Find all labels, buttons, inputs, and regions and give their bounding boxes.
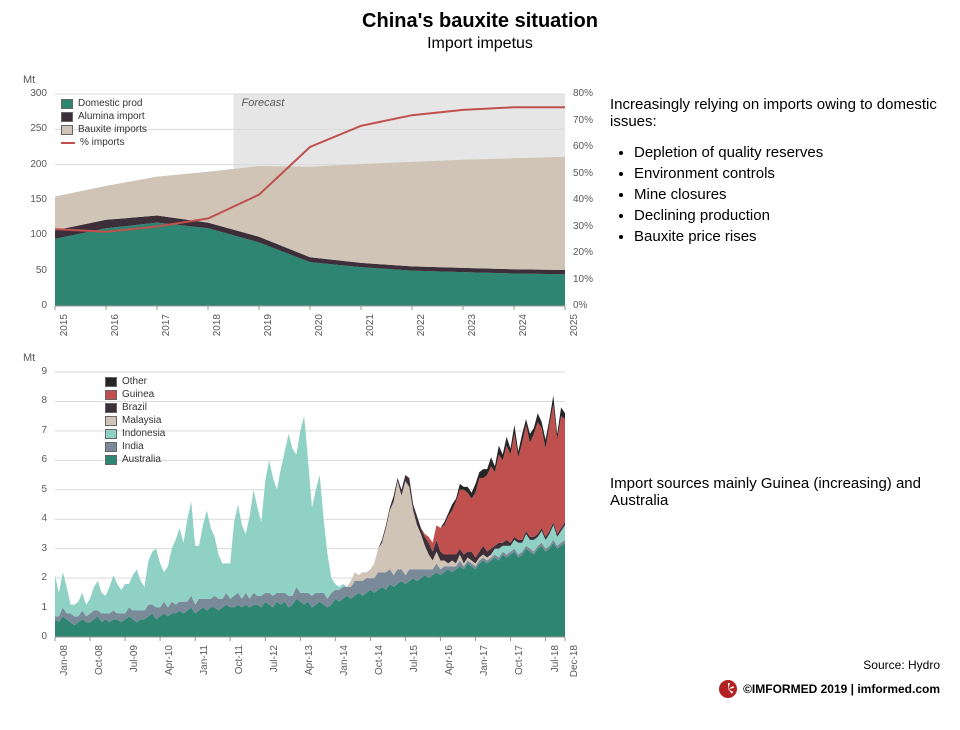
legend-item: % imports	[61, 137, 147, 148]
chart1-y2tick: 60%	[573, 141, 593, 152]
chart1-ytick: 100	[17, 229, 47, 240]
chart1-xtick: 2025	[569, 314, 580, 346]
chart1-xtick: 2015	[59, 314, 70, 346]
legend-item: Brazil	[105, 402, 165, 413]
rhs-intro: Increasingly relying on imports owing to…	[610, 96, 940, 130]
rhs-bullet: Mine closures	[634, 186, 940, 203]
rhs-bullet: Depletion of quality reserves	[634, 144, 940, 161]
chart2-ytick: 1	[19, 602, 47, 613]
chart2-xtick: Jul-18	[550, 645, 561, 683]
legend-item: Bauxite imports	[61, 124, 147, 135]
chart2-xtick: Oct-17	[514, 645, 525, 683]
legend-item: Alumina import	[61, 111, 147, 122]
chart2-xtick: Oct-08	[94, 645, 105, 683]
chart2-ytick: 0	[19, 631, 47, 642]
page-title: China's bauxite situation	[0, 10, 960, 33]
rhs-bullet: Declining production	[634, 207, 940, 224]
chart2-xtick: Oct-14	[374, 645, 385, 683]
chart2-y-label: Mt	[23, 352, 35, 364]
chart2-xtick: Dec-18	[569, 645, 580, 683]
chart2-xtick: Apr-16	[444, 645, 455, 683]
chart1-ytick: 150	[17, 194, 47, 205]
footer: ©IMFORMED 2019 | imformed.com	[719, 680, 940, 698]
chart1-xtick: 2016	[110, 314, 121, 346]
chart2-xtick: Apr-10	[164, 645, 175, 683]
chart1-ytick: 50	[17, 265, 47, 276]
chart2-xtick: Jan-11	[199, 645, 210, 683]
chart2-ytick: 9	[19, 366, 47, 377]
chart2-ytick: 3	[19, 543, 47, 554]
chart1-xtick: 2018	[212, 314, 223, 346]
chart1-xtick: 2017	[161, 314, 172, 346]
rhs-bullet: Bauxite price rises	[634, 228, 940, 245]
chart2-ytick: 6	[19, 454, 47, 465]
chart1-xtick: 2021	[365, 314, 376, 346]
chart2-xtick: Jul-15	[409, 645, 420, 683]
chart1-legend: Domestic prod Alumina import Bauxite impor…	[61, 98, 147, 150]
imformed-logo-icon	[719, 680, 737, 698]
chart1-ytick: 200	[17, 159, 47, 170]
source-label: Source: Hydro	[863, 658, 940, 672]
forecast-label: Forecast	[242, 97, 285, 109]
chart1-y2tick: 0%	[573, 300, 587, 311]
chart1-ytick: 0	[17, 300, 47, 311]
chart1-ytick: 300	[17, 88, 47, 99]
chart1-y2tick: 80%	[573, 88, 593, 99]
legend-item: Other	[105, 376, 165, 387]
page-subtitle: Import impetus	[0, 35, 960, 53]
chart1-y2tick: 10%	[573, 274, 593, 285]
legend-item: Malaysia	[105, 415, 165, 426]
chart1-xtick: 2024	[518, 314, 529, 346]
rhs-bullet-list: Depletion of quality reserves Environment…	[634, 144, 940, 245]
chart1-xtick: 2022	[416, 314, 427, 346]
chart2-ytick: 8	[19, 395, 47, 406]
chart2-ytick: 7	[19, 425, 47, 436]
legend-item: Guinea	[105, 389, 165, 400]
legend-item: Domestic prod	[61, 98, 147, 109]
rhs-top-block: Increasingly relying on imports owing to…	[610, 96, 940, 249]
chart1-area: Mt Forecast 0 50 100 150 200 250 300 0% 10% 20% 30% 4…	[15, 74, 615, 336]
chart2-xtick: Jul-09	[129, 645, 140, 683]
rhs-bottom-text: Import sources mainly Guinea (increasing…	[610, 475, 940, 509]
chart2-ytick: 5	[19, 484, 47, 495]
chart1-y2tick: 20%	[573, 247, 593, 258]
chart2-xtick: Jan-17	[479, 645, 490, 683]
rhs-bullet: Environment controls	[634, 165, 940, 182]
chart2-xtick: Oct-11	[234, 645, 245, 683]
chart2-legend: Other Guinea Brazil Malaysia Indonesia India A…	[105, 376, 165, 467]
chart1-y2tick: 70%	[573, 115, 593, 126]
chart2-ytick: 2	[19, 572, 47, 583]
legend-item: Australia	[105, 454, 165, 465]
chart2-ytick: 4	[19, 513, 47, 524]
legend-item: Indonesia	[105, 428, 165, 439]
chart1-y2tick: 30%	[573, 221, 593, 232]
chart2-xtick: Jan-14	[339, 645, 350, 683]
chart2-xtick: Jul-12	[269, 645, 280, 683]
chart1-y-label: Mt	[23, 74, 35, 86]
chart2-area: Mt0123456789Jan-08Oct-08Jul-09Apr-10Jan-…	[15, 352, 585, 677]
chart2-xtick: Jan-08	[59, 645, 70, 683]
copyright-text: ©IMFORMED 2019 | imformed.com	[743, 682, 940, 696]
chart1-xtick: 2020	[314, 314, 325, 346]
chart1-xtick: 2019	[263, 314, 274, 346]
chart2-xtick: Apr-13	[304, 645, 315, 683]
chart1-y2tick: 40%	[573, 194, 593, 205]
chart1-y2tick: 50%	[573, 168, 593, 179]
legend-item: India	[105, 441, 165, 452]
chart1-xtick: 2023	[467, 314, 478, 346]
chart1-ytick: 250	[17, 123, 47, 134]
